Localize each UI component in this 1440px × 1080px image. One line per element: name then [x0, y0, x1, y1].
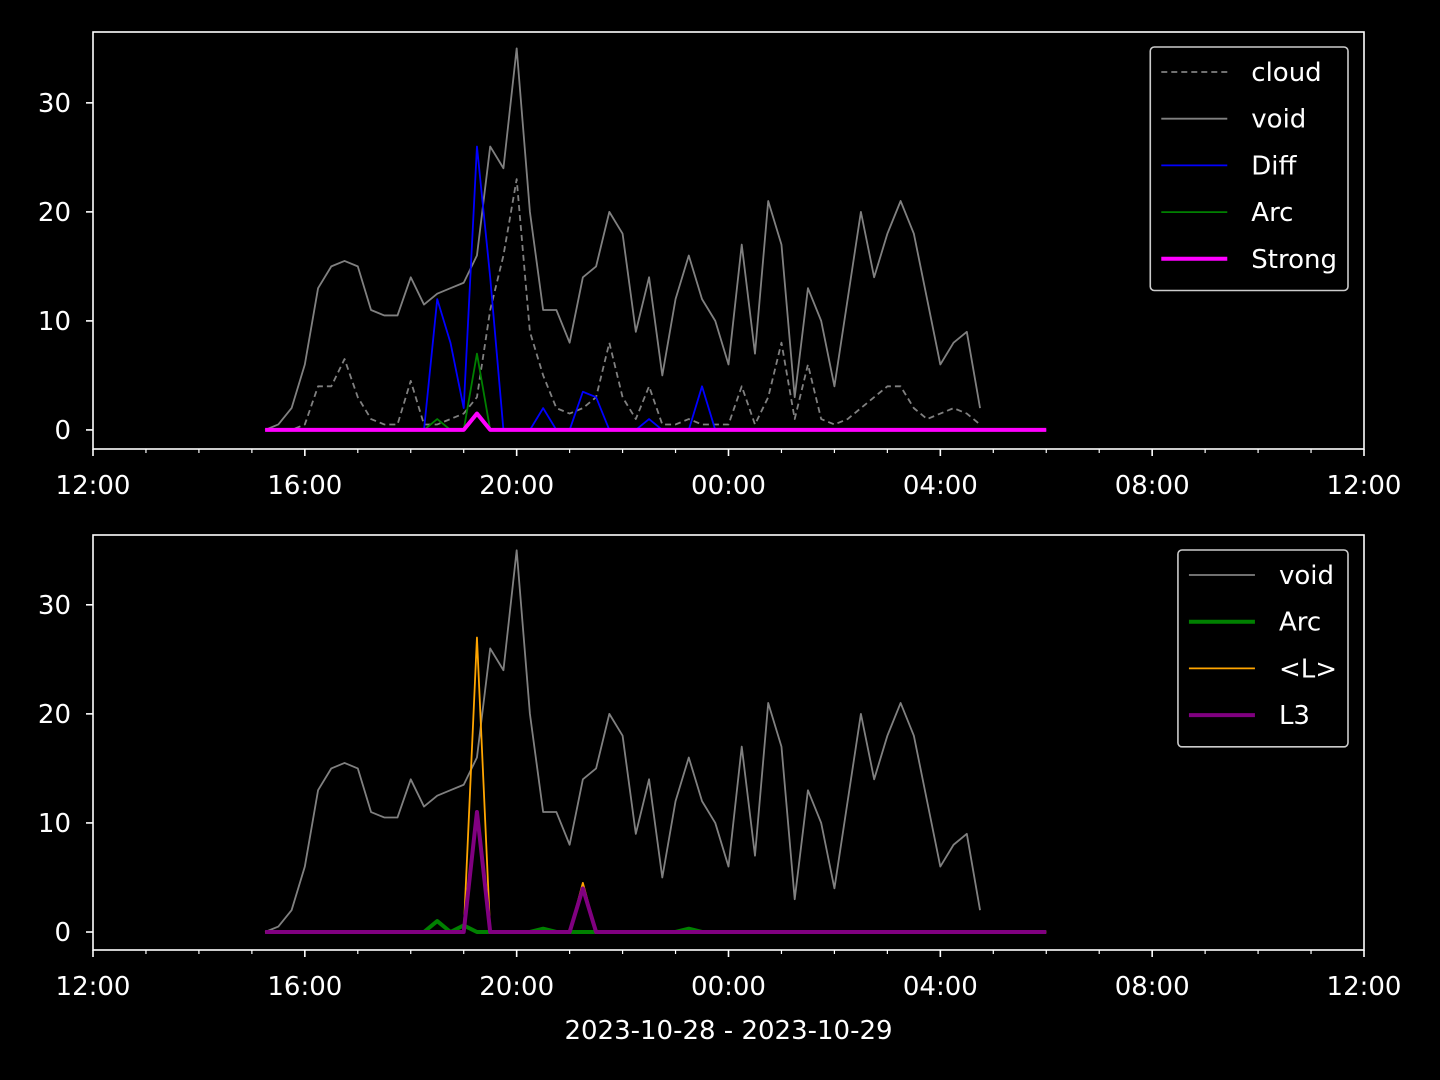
legend-label: L3	[1279, 701, 1310, 731]
x-tick-label: 12:00	[56, 471, 131, 501]
series-line	[265, 411, 1047, 432]
legend-label: <L>	[1279, 654, 1337, 684]
y-tick-label: 30	[38, 591, 71, 621]
legend-label: Arc	[1251, 198, 1293, 228]
series-line	[265, 178, 981, 431]
x-tick-label: 08:00	[1115, 471, 1190, 501]
x-tick-label: 16:00	[267, 972, 342, 1002]
y-tick-label: 10	[38, 307, 71, 337]
y-tick-label: 0	[54, 918, 71, 948]
legend-label: Diff	[1251, 151, 1297, 181]
x-axis-label: 2023-10-28 - 2023-10-29	[564, 1016, 892, 1046]
x-tick-label: 08:00	[1115, 972, 1190, 1002]
y-tick-label: 0	[54, 416, 71, 446]
legend: cloud void Diff Arc Strong	[1149, 46, 1349, 292]
series-line	[265, 810, 1047, 934]
x-tick-label: 16:00	[267, 471, 342, 501]
legend-label: void	[1279, 561, 1334, 591]
legend-label: Arc	[1279, 608, 1321, 638]
x-tick-label: 12:00	[1327, 972, 1402, 1002]
y-tick-label: 20	[38, 198, 71, 228]
x-tick-label: 00:00	[691, 471, 766, 501]
y-tick-label: 10	[38, 809, 71, 839]
legend-label: cloud	[1251, 58, 1321, 88]
legend: void Arc <L> L3	[1177, 549, 1349, 748]
x-tick-label: 12:00	[56, 972, 131, 1002]
legend-box	[1149, 46, 1349, 292]
x-tick-label: 20:00	[479, 972, 554, 1002]
series-line	[264, 47, 981, 431]
y-tick-label: 20	[38, 700, 71, 730]
x-tick-label: 00:00	[691, 972, 766, 1002]
legend-label: Strong	[1251, 245, 1337, 275]
legend-label: void	[1251, 105, 1306, 135]
x-tick-label: 20:00	[479, 471, 554, 501]
x-tick-label: 12:00	[1327, 471, 1402, 501]
x-tick-label: 04:00	[903, 972, 978, 1002]
y-tick-label: 30	[38, 89, 71, 119]
x-tick-label: 04:00	[903, 471, 978, 501]
legend-box	[1177, 549, 1349, 748]
series-line	[264, 549, 981, 933]
